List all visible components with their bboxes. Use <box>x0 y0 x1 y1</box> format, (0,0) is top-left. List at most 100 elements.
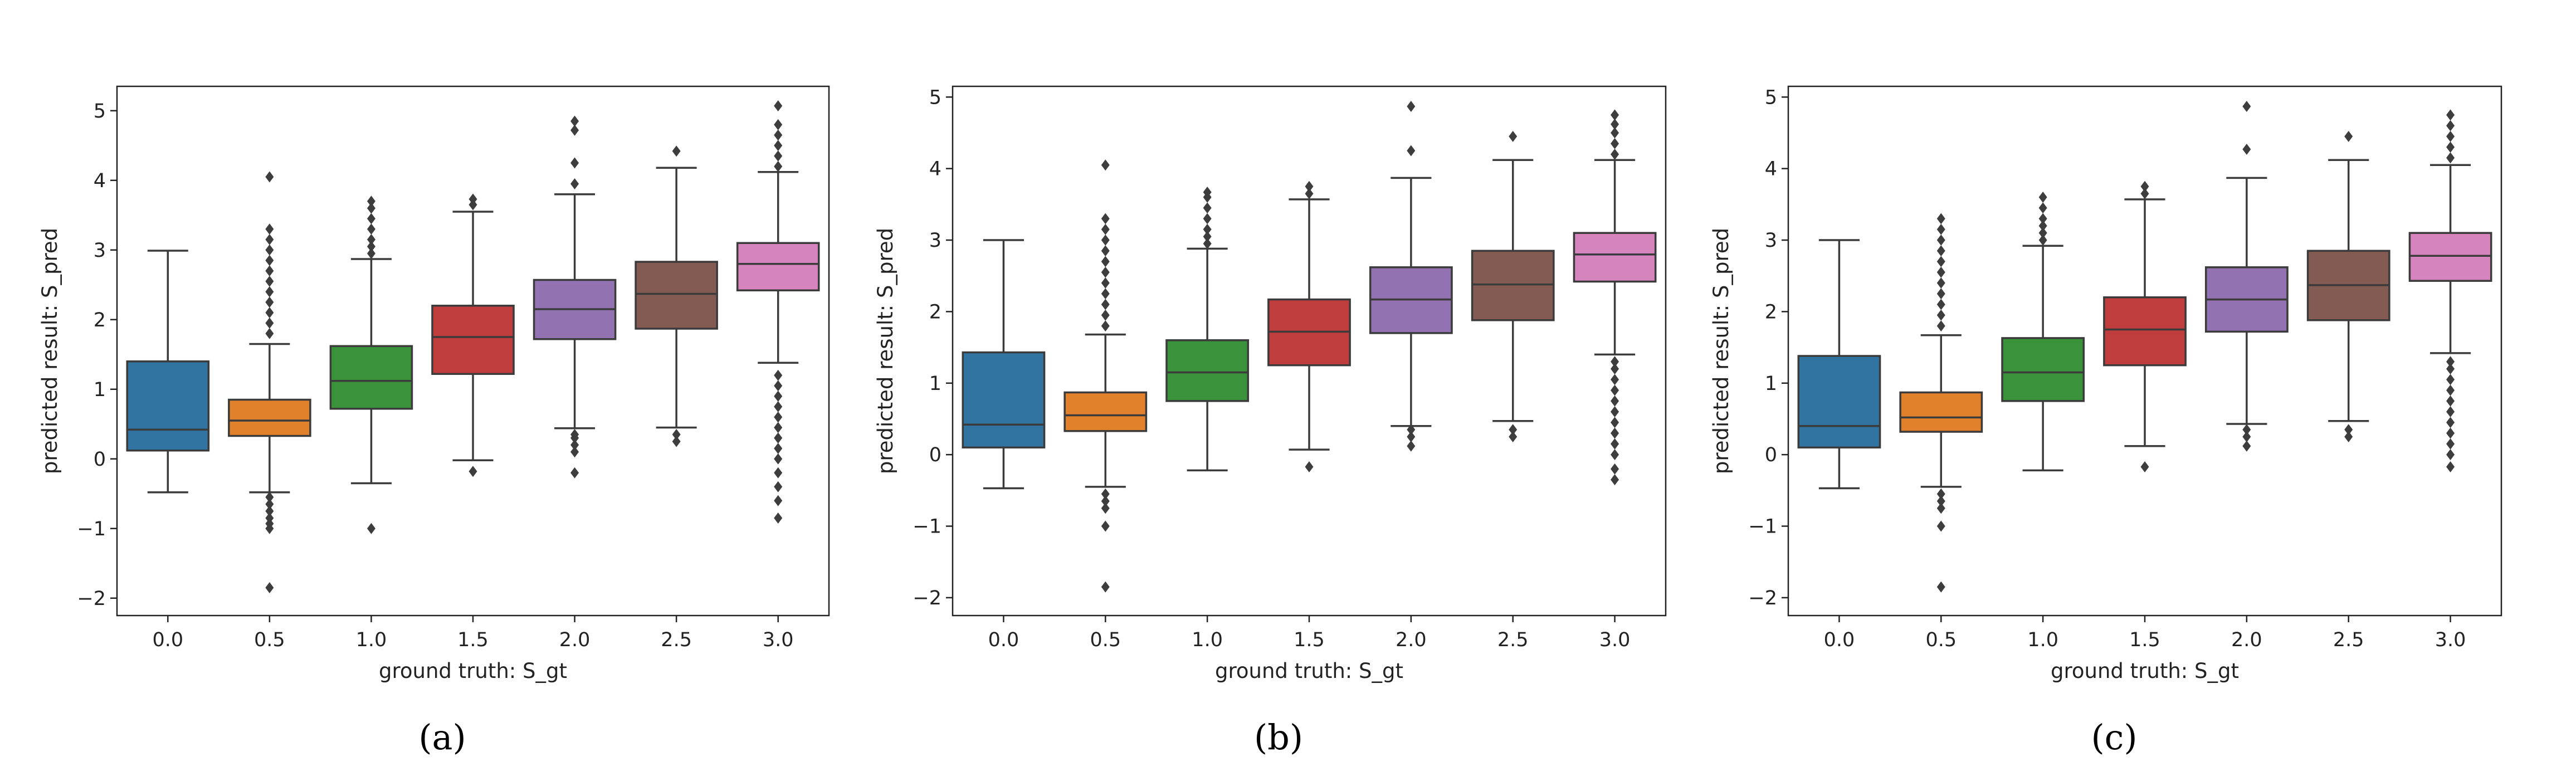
x-tick-label: 3.0 <box>763 629 794 651</box>
box-3.0 <box>2408 109 2492 472</box>
outlier-point <box>2038 202 2047 214</box>
outlier-point <box>2242 424 2251 436</box>
outlier-point <box>1101 502 1110 514</box>
y-tick-label: 3 <box>929 230 941 252</box>
outlier-point <box>2446 461 2455 472</box>
outlier-point <box>2038 227 2047 239</box>
outlier-point <box>2446 395 2455 407</box>
outlier-point <box>1101 299 1110 310</box>
iqr-box <box>431 305 515 375</box>
outlier-point <box>367 234 375 245</box>
outlier-point <box>367 248 375 259</box>
outlier-point <box>2446 120 2455 131</box>
x-tick-label: 0.5 <box>254 629 285 651</box>
outlier-point <box>2446 427 2455 439</box>
box-2.0 <box>2204 100 2289 452</box>
outlier-point <box>1936 245 1945 257</box>
box-1.5 <box>431 193 515 477</box>
outlier-point <box>570 178 579 189</box>
outlier-point <box>1509 424 1518 436</box>
outlier-point <box>1305 188 1314 199</box>
iqr-box <box>329 345 413 410</box>
outlier-point <box>2242 143 2251 155</box>
outlier-point <box>1936 288 1945 300</box>
outlier-point <box>1101 309 1110 321</box>
outlier-point <box>1611 474 1619 486</box>
outlier-point <box>2140 180 2149 192</box>
outlier-point <box>2446 356 2455 368</box>
outlier-point <box>1936 223 1945 235</box>
outlier-point <box>1101 159 1110 171</box>
outlier-point <box>469 193 477 205</box>
outlier-point <box>2446 438 2455 450</box>
outlier-point <box>2446 417 2455 428</box>
x-tick-label: 1.5 <box>1294 629 1325 651</box>
outlier-point <box>1611 356 1619 368</box>
y-tick-label: 1 <box>1765 373 1777 395</box>
y-axis-label: predicted result: S_pred <box>38 228 62 474</box>
y-tick-label: −2 <box>913 587 941 609</box>
box-0.0 <box>1797 239 1881 490</box>
y-tick-label: 4 <box>94 170 106 192</box>
outlier-point <box>1203 238 1212 250</box>
outlier-point <box>265 244 274 256</box>
y-axis-label: predicted result: S_pred <box>1709 228 1733 474</box>
outlier-point <box>1611 463 1619 475</box>
outlier-point <box>1936 320 1945 332</box>
outlier-point <box>1611 138 1619 149</box>
y-tick-label: 1 <box>929 373 941 395</box>
x-tick-label: 0.0 <box>988 629 1019 651</box>
outlier-point <box>774 467 783 479</box>
box-1.5 <box>2103 180 2187 472</box>
x-tick-label: 3.0 <box>1599 629 1631 651</box>
iqr-box <box>1165 339 1250 402</box>
y-tick-label: 2 <box>94 309 106 331</box>
outlier-point <box>1305 180 1314 192</box>
outlier-point <box>1203 202 1212 214</box>
outlier-point <box>774 129 783 141</box>
outlier-point <box>1101 277 1110 289</box>
x-tick-label: 2.0 <box>1396 629 1427 651</box>
outlier-point <box>265 512 274 524</box>
outlier-point <box>774 401 783 412</box>
outlier-point <box>265 491 274 503</box>
y-tick-label: 4 <box>1765 158 1777 180</box>
outlier-point <box>265 307 274 319</box>
outlier-point <box>774 481 783 492</box>
outlier-point <box>2446 384 2455 396</box>
outlier-point <box>1936 277 1945 289</box>
y-tick-label: −1 <box>1748 516 1777 538</box>
outlier-point <box>2344 130 2353 142</box>
outlier-point <box>570 446 579 458</box>
outlier-point <box>2446 374 2455 385</box>
outlier-point <box>265 296 274 308</box>
outlier-point <box>265 505 274 517</box>
outlier-point <box>774 150 783 162</box>
box-3.0 <box>1573 109 1657 486</box>
outlier-point <box>1407 100 1416 112</box>
x-tick-label: 2.5 <box>661 629 692 651</box>
box-1.5 <box>1267 180 1351 472</box>
box-0.0 <box>126 250 210 494</box>
outlier-point <box>1611 406 1619 418</box>
outlier-point <box>2242 440 2251 452</box>
outlier-point <box>2038 191 2047 203</box>
box-2.5 <box>1471 130 1555 443</box>
outlier-point <box>1407 431 1416 443</box>
outlier-point <box>774 432 783 444</box>
x-tick-label: 3.0 <box>2435 629 2466 651</box>
outlier-point <box>774 443 783 454</box>
outlier-point <box>265 499 274 510</box>
iqr-box <box>2408 232 2492 282</box>
outlier-point <box>1101 581 1110 593</box>
outlier-point <box>1611 417 1619 428</box>
outlier-point <box>367 523 375 534</box>
outlier-point <box>265 223 274 235</box>
iqr-box <box>962 351 1046 449</box>
outlier-point <box>1611 109 1619 121</box>
x-tick-label: 1.5 <box>457 629 489 651</box>
box-2.5 <box>635 145 718 447</box>
outlier-point <box>1305 461 1314 472</box>
iqr-box <box>1573 232 1657 283</box>
iqr-box <box>228 398 311 437</box>
